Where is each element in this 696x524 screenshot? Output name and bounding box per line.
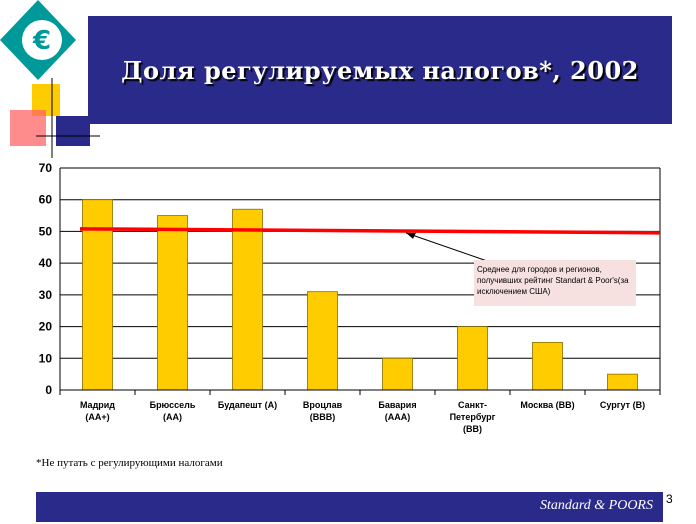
bar (457, 326, 488, 391)
slide-number: 3 (666, 492, 673, 506)
y-tick-label: 30 (39, 288, 53, 302)
bar (232, 208, 263, 391)
bar (157, 215, 188, 391)
y-tick-label: 20 (39, 320, 53, 334)
average-line (79, 227, 661, 235)
x-category-label: Бавария (AAA) (378, 400, 416, 422)
title-banner: Доля регулируемых налогов*, 2002 (88, 16, 672, 124)
bar (307, 291, 338, 391)
y-tick-label: 10 (39, 351, 53, 365)
average-annotation: Среднее для городов и регионов, получивш… (474, 260, 636, 306)
footnote: *Не путать с регулирующими налогами (36, 457, 223, 469)
bar (607, 373, 638, 391)
annotation-arrowhead (406, 232, 416, 239)
deco-red-square (10, 110, 46, 146)
bar-chart: 0 10 20 30 40 50 60 70 Мадрид (AA+) Брюссель (AA) Бу… (39, 161, 661, 434)
deco-blue-square (56, 116, 90, 146)
logo-decoration: € (0, 0, 100, 160)
chart: 0 10 20 30 40 50 60 70 Мадрид (AA+) Брюссель (AA) Бу… (0, 150, 680, 450)
euro-icon: € (32, 26, 51, 56)
y-tick-label: 0 (45, 383, 52, 397)
euro-circle (22, 20, 62, 60)
footer-bar: Standard & POORS (36, 492, 663, 522)
y-tick-label: 50 (39, 224, 53, 238)
x-category-label: Брюссель (AA) (150, 400, 196, 422)
annotation-arrow-line (405, 232, 491, 263)
x-category-label: Вроцлав (BBB) (303, 400, 343, 422)
x-category-label: Москва (BB) (520, 400, 574, 410)
brand-text: Standard & POORS (539, 498, 653, 513)
bar (532, 342, 563, 391)
slide-title: Доля регулируемых налогов*, 2002 (121, 55, 639, 85)
x-category-label: Сургут (B) (600, 400, 645, 410)
x-category-label: Будапешт (A) (218, 400, 277, 410)
y-tick-label: 40 (39, 256, 53, 270)
x-category-label: Мадрид (AA+) (80, 400, 115, 422)
bar (382, 357, 413, 391)
y-tick-label: 70 (39, 161, 53, 175)
annotation-text: Среднее для городов и регионов, получивш… (477, 265, 629, 296)
y-tick-label: 60 (39, 193, 53, 207)
bar (82, 199, 113, 391)
x-category-label: Санкт-Петербург (BB) (450, 400, 496, 434)
